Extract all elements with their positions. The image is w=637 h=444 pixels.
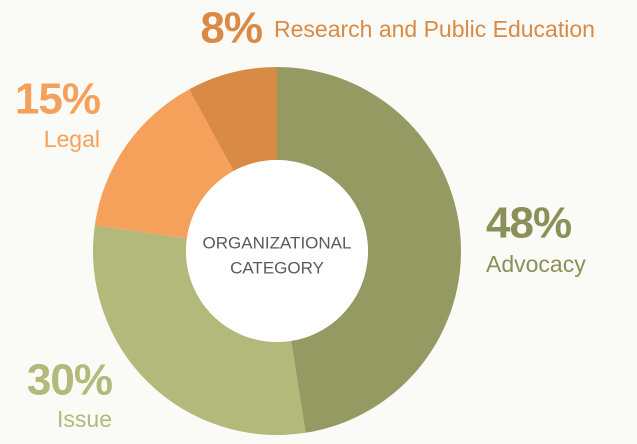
center-label: ORGANIZATIONAL [203,233,352,252]
category-label: Legal [44,126,100,152]
center-label: CATEGORY [230,258,324,277]
value-label: 15% [15,75,100,124]
donut-slice [189,67,277,172]
value-label: 8% [200,4,262,53]
donut-hole [186,160,368,342]
category-label: Advocacy [486,251,586,277]
value-label: 30% [27,356,112,405]
donut-slice [92,225,306,435]
donut-slice [277,67,462,433]
donut-slice [94,89,234,239]
category-label: Research and Public Education [274,16,595,42]
value-label: 48% [486,199,571,248]
category-label: Issue [57,406,112,432]
